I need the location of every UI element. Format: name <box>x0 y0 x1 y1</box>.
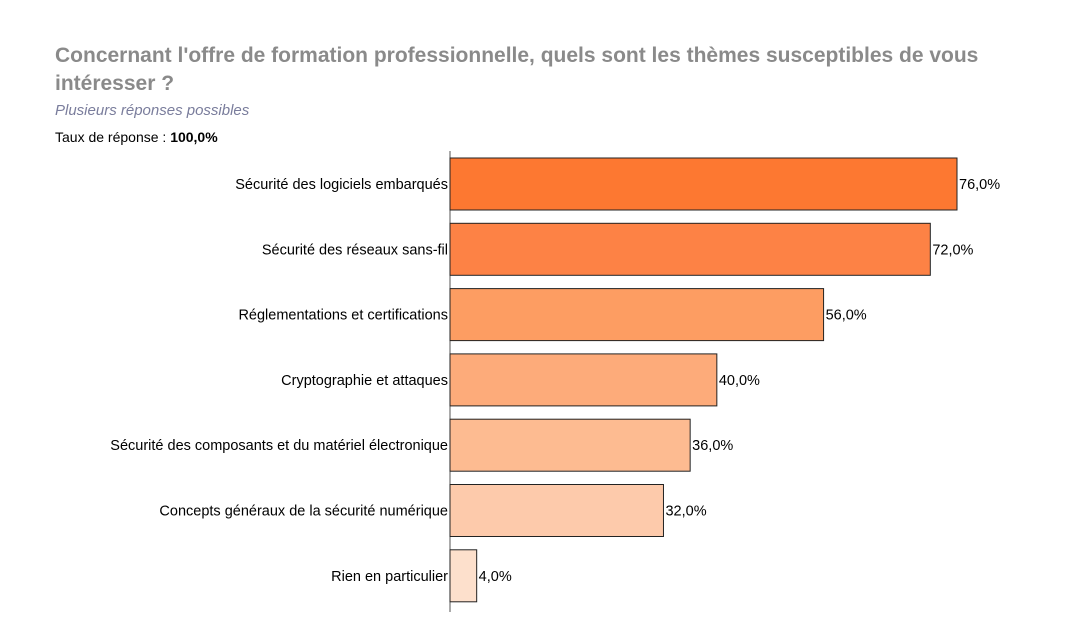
category-label: Concepts généraux de la sécurité numériq… <box>159 504 448 520</box>
bar <box>449 157 958 211</box>
bar <box>449 222 931 276</box>
category-label: Sécurité des logiciels embarqués <box>235 177 448 193</box>
bar <box>449 549 478 603</box>
bars-group: Sécurité des logiciels embarqués 76,0% Séc… <box>110 157 1000 603</box>
category-label: Rien en particulier <box>331 569 448 585</box>
bar <box>449 418 691 472</box>
value-label: 40,0% <box>719 373 760 389</box>
response-rate: Taux de réponse : 100,0% <box>55 129 218 145</box>
value-label: 36,0% <box>692 438 733 454</box>
category-label: Sécurité des réseaux sans-fil <box>262 242 448 258</box>
chart-title: Concernant l'offre de formation professi… <box>55 44 979 95</box>
value-label: 32,0% <box>665 504 706 520</box>
value-label: 76,0% <box>959 177 1000 193</box>
bar <box>449 288 825 342</box>
value-label: 4,0% <box>479 569 512 585</box>
category-label: Cryptographie et attaques <box>281 373 448 389</box>
chart-subtitle: Plusieurs réponses possibles <box>55 102 250 119</box>
value-label: 56,0% <box>826 308 867 324</box>
response-rate-label: Taux de réponse : <box>55 129 171 145</box>
bar <box>449 484 664 537</box>
value-label: 72,0% <box>932 242 973 258</box>
category-label: Réglementations et certifications <box>238 308 448 324</box>
category-label: Sécurité des composants et du matériel é… <box>110 438 448 454</box>
response-rate-value: 100,0% <box>170 129 218 145</box>
bar <box>449 353 718 407</box>
